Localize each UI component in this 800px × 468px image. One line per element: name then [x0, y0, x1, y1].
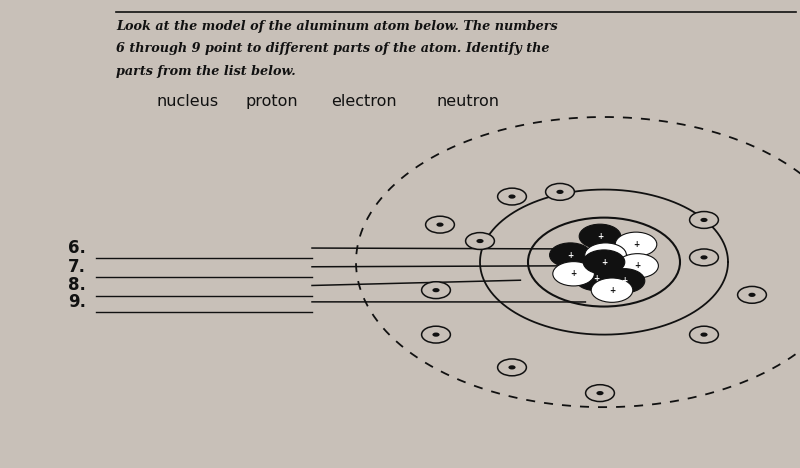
- Circle shape: [498, 188, 526, 205]
- Circle shape: [422, 326, 450, 343]
- Circle shape: [433, 332, 440, 337]
- Text: 6.: 6.: [68, 239, 86, 257]
- Circle shape: [586, 385, 614, 402]
- Text: proton: proton: [246, 94, 298, 109]
- Circle shape: [701, 256, 708, 259]
- Circle shape: [585, 243, 626, 267]
- Circle shape: [617, 254, 658, 278]
- Text: Look at the model of the aluminum atom below. The numbers: Look at the model of the aluminum atom b…: [116, 20, 558, 33]
- Text: +: +: [601, 257, 607, 267]
- Circle shape: [603, 269, 645, 293]
- Circle shape: [701, 218, 708, 222]
- Circle shape: [437, 222, 444, 227]
- Circle shape: [426, 216, 454, 233]
- Circle shape: [546, 183, 574, 200]
- Text: 8.: 8.: [68, 277, 86, 294]
- Text: +: +: [567, 250, 574, 260]
- Text: 9.: 9.: [68, 293, 86, 311]
- Circle shape: [433, 288, 440, 292]
- Circle shape: [477, 239, 483, 243]
- Circle shape: [550, 243, 591, 267]
- Circle shape: [690, 326, 718, 343]
- Circle shape: [738, 286, 766, 303]
- Circle shape: [690, 212, 718, 228]
- Circle shape: [701, 332, 708, 337]
- Text: nucleus: nucleus: [157, 94, 219, 109]
- Text: +: +: [633, 240, 639, 249]
- Text: parts from the list below.: parts from the list below.: [116, 65, 296, 78]
- Text: 7.: 7.: [68, 258, 86, 276]
- Circle shape: [749, 293, 755, 297]
- Text: +: +: [609, 285, 615, 295]
- Text: neutron: neutron: [437, 94, 499, 109]
- Circle shape: [575, 266, 617, 291]
- Circle shape: [615, 232, 657, 256]
- Circle shape: [557, 190, 563, 194]
- Circle shape: [583, 250, 625, 274]
- Circle shape: [553, 262, 594, 286]
- Circle shape: [579, 224, 621, 249]
- Circle shape: [422, 282, 450, 299]
- Text: +: +: [597, 232, 603, 241]
- Text: +: +: [634, 261, 641, 271]
- Circle shape: [509, 365, 516, 370]
- Circle shape: [498, 359, 526, 376]
- Circle shape: [509, 195, 516, 198]
- Circle shape: [591, 278, 633, 302]
- Text: +: +: [602, 250, 609, 260]
- Circle shape: [690, 249, 718, 266]
- Text: +: +: [570, 269, 577, 278]
- Text: +: +: [593, 274, 599, 283]
- Circle shape: [596, 391, 604, 395]
- Text: electron: electron: [331, 94, 397, 109]
- Text: +: +: [621, 276, 627, 285]
- Circle shape: [466, 233, 494, 249]
- Text: 6 through 9 point to different parts of the atom. Identify the: 6 through 9 point to different parts of …: [116, 42, 550, 55]
